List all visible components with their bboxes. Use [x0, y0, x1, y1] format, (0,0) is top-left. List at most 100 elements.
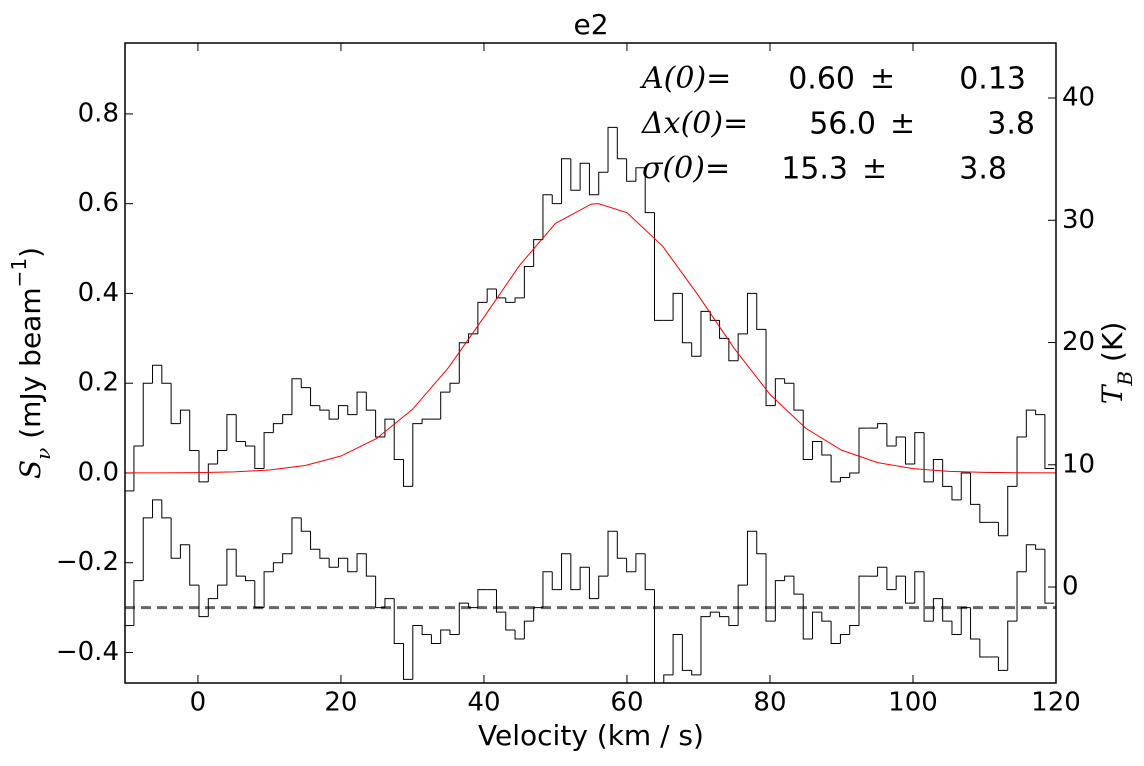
- plot-frame: [124, 42, 1057, 684]
- step-segment: [960, 607, 971, 635]
- step-segment: [886, 567, 897, 591]
- step-segment: [663, 674, 674, 683]
- step-segment: [672, 292, 683, 321]
- step-segment: [784, 378, 794, 384]
- step-segment: [468, 603, 478, 609]
- step-segment: [681, 634, 692, 671]
- step-segment: [170, 517, 181, 559]
- step-segment: [495, 589, 506, 613]
- step-segment: [895, 575, 906, 590]
- fit-param-value: 0.60: [788, 62, 855, 97]
- step-segment: [523, 266, 534, 298]
- fit-param-error: 3.8: [959, 152, 1007, 187]
- step-segment: [644, 167, 655, 214]
- step-segment: [179, 544, 190, 559]
- fit-param-label-text: σ(0)=: [642, 151, 730, 186]
- fit-param-label: Δx(0)=: [641, 106, 748, 141]
- step-segment: [681, 293, 692, 344]
- step-segment: [217, 584, 227, 599]
- step-segment: [170, 383, 181, 425]
- step-segment: [951, 621, 962, 636]
- step-segment: [551, 194, 562, 205]
- step-segment: [598, 171, 609, 195]
- step-segment: [505, 612, 516, 631]
- y-tick-label: 0.2: [78, 368, 119, 398]
- step-segment: [923, 571, 934, 622]
- y-tick-label: −0.4: [56, 637, 119, 667]
- step-segment: [449, 382, 460, 393]
- step-segment: [691, 342, 701, 357]
- fit-param-label-text: Δx(0)=: [641, 106, 748, 141]
- step-segment: [514, 630, 525, 640]
- step-segment: [477, 301, 488, 334]
- y-axis-label-part: S: [14, 460, 47, 479]
- step-segment: [849, 625, 860, 635]
- step-segment: [886, 423, 897, 447]
- step-segment: [1044, 414, 1055, 469]
- step-segment: [970, 472, 980, 505]
- x-tick-label: 120: [1031, 688, 1081, 718]
- step-segment: [189, 410, 200, 452]
- y-axis-label: Sν (mJy beam−1): [7, 247, 55, 479]
- plot-area: [125, 126, 1056, 683]
- step-segment: [254, 446, 265, 469]
- step-segment: [765, 329, 776, 407]
- step-segment: [207, 463, 218, 482]
- step-segment: [756, 531, 767, 555]
- step-segment: [691, 670, 701, 676]
- step-segment: [133, 580, 144, 626]
- step-segment: [830, 621, 841, 645]
- fit-curve: [126, 203, 1056, 474]
- step-segment: [403, 643, 413, 680]
- step-segment: [1007, 620, 1018, 671]
- step-segment: [198, 450, 209, 483]
- fit-param-label: A(0)=: [639, 61, 731, 96]
- step-segment: [802, 594, 813, 640]
- step-segment: [970, 607, 980, 640]
- step-segment: [616, 127, 627, 160]
- step-segment: [133, 445, 144, 491]
- y-axis-label-part: (mJy beam: [14, 287, 47, 447]
- step-segment: [272, 562, 283, 572]
- step-segment: [244, 576, 255, 582]
- step-segment: [821, 441, 832, 456]
- step-segment: [421, 625, 432, 636]
- step-segment: [375, 576, 385, 609]
- step-segment: [347, 405, 358, 416]
- step-segment: [152, 364, 162, 384]
- step-segment: [942, 459, 952, 487]
- step-segment: [746, 292, 757, 334]
- x-tick-label: 100: [888, 688, 938, 718]
- x-tick-label: 20: [324, 688, 357, 718]
- step-segment: [440, 629, 450, 644]
- step-segment: [1016, 571, 1027, 622]
- step-segment: [812, 611, 822, 640]
- step-segment: [235, 549, 246, 577]
- step-segment: [579, 162, 590, 191]
- chart-title: e2: [573, 8, 608, 41]
- step-segment: [310, 387, 320, 407]
- y2-tick-label: 40: [1062, 83, 1095, 113]
- step-segment: [709, 311, 720, 321]
- fit-param-value: 56.0: [809, 107, 876, 142]
- y-tick-label: 0.6: [78, 188, 119, 218]
- step-segment: [142, 382, 153, 447]
- step-segment: [960, 472, 971, 500]
- step-segment: [821, 612, 832, 622]
- step-segment: [839, 476, 850, 482]
- step-segment: [235, 414, 246, 443]
- step-segment: [1035, 410, 1045, 416]
- step-segment: [179, 409, 190, 424]
- step-segment: [932, 598, 943, 622]
- step-segment: [161, 499, 172, 519]
- step-segment: [551, 571, 562, 591]
- step-segment: [812, 441, 822, 460]
- step-segment: [254, 580, 265, 609]
- step-segment: [895, 436, 906, 447]
- step-segment: [616, 531, 627, 559]
- step-segment: [347, 558, 358, 573]
- step-segment: [942, 598, 952, 622]
- step-segment: [533, 607, 543, 622]
- step-segment: [393, 598, 404, 645]
- step-segment: [653, 212, 664, 321]
